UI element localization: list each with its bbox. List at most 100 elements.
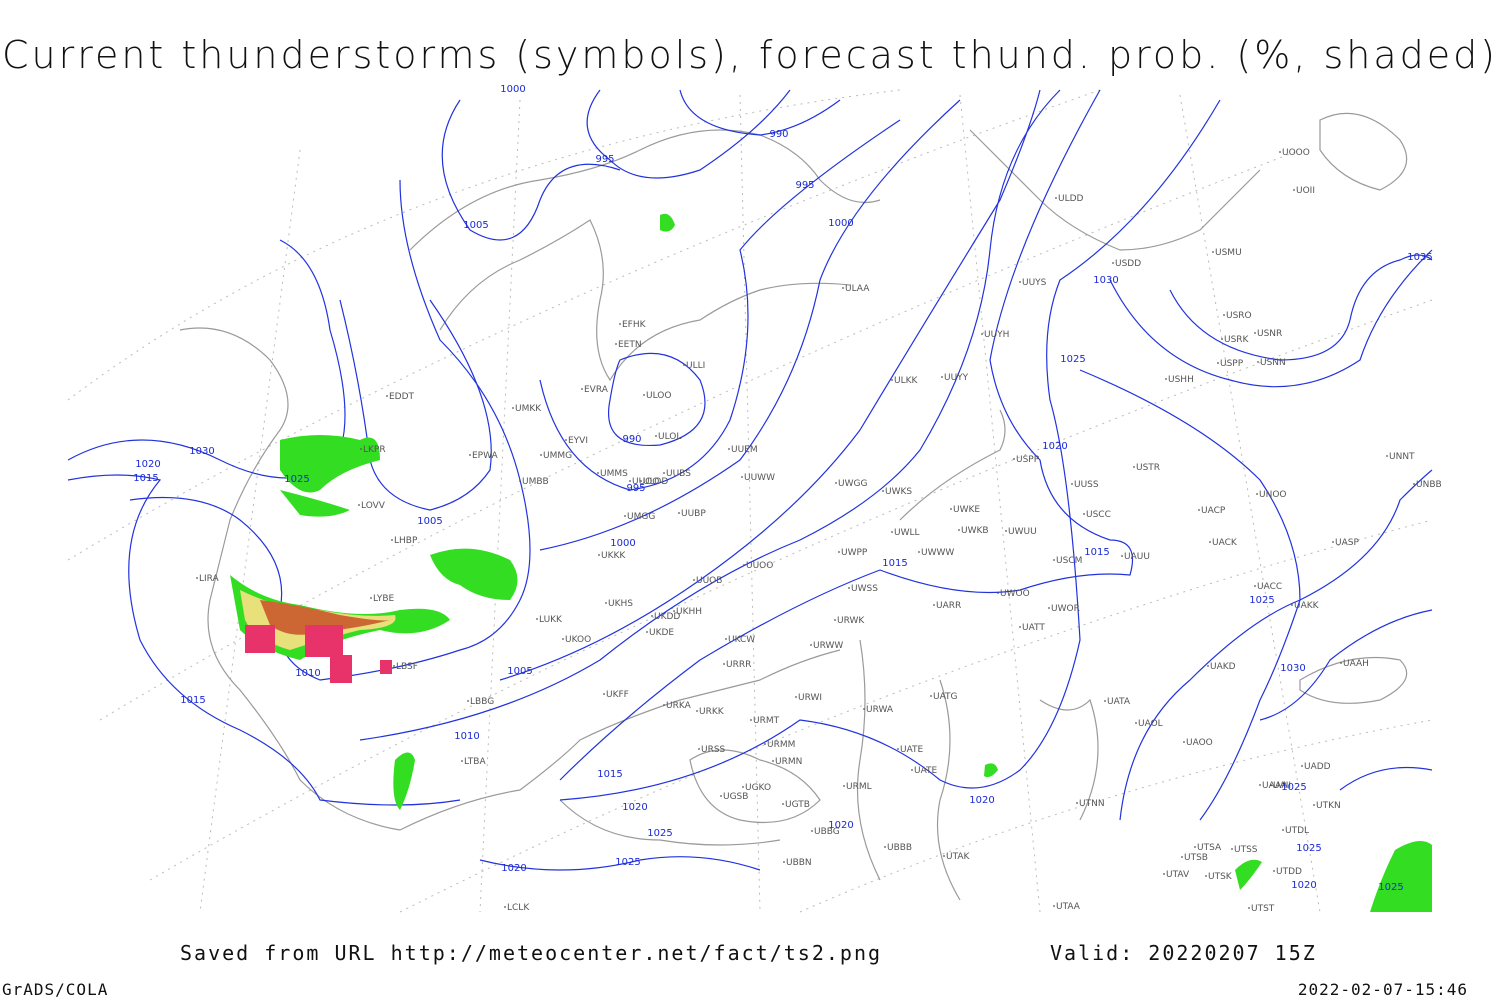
station-label: USNN bbox=[1260, 358, 1286, 368]
station-dot bbox=[1183, 741, 1185, 743]
station-label: UMKK bbox=[515, 404, 542, 414]
station-dot bbox=[1013, 458, 1015, 460]
station-label: ULKK bbox=[894, 376, 919, 386]
isobar-label: 995 bbox=[795, 180, 814, 191]
station-dot bbox=[1209, 541, 1211, 543]
station-dot bbox=[1207, 665, 1209, 667]
map-area: UOOO UOII USMU USDD UUYS ULDD ULAA USRO USRK USNR… bbox=[67, 84, 1442, 914]
graticule-line bbox=[799, 719, 1433, 913]
isobar-label: 1015 bbox=[597, 769, 622, 780]
source-url: Saved from URL http://meteocenter.net/fa… bbox=[180, 941, 882, 965]
isobar-label: 1025 bbox=[647, 828, 672, 839]
station-dot bbox=[981, 333, 983, 335]
station-label: UTAV bbox=[1166, 870, 1190, 880]
station-label: UUEM bbox=[731, 445, 758, 455]
station-dot bbox=[1053, 905, 1055, 907]
coastline bbox=[1039, 698, 1099, 821]
isobar bbox=[499, 89, 1041, 681]
station-dot bbox=[897, 748, 899, 750]
isobar-label: 1030 bbox=[1280, 663, 1305, 674]
shading bbox=[430, 548, 518, 600]
station-label: UWSS bbox=[851, 584, 878, 594]
isobar-label: 1020 bbox=[622, 802, 647, 813]
station-label: UATE bbox=[914, 766, 938, 776]
isobar-label: 1035 bbox=[1407, 252, 1432, 263]
graticule-line bbox=[1179, 94, 1321, 913]
isobar bbox=[1169, 254, 1433, 361]
coastline bbox=[439, 219, 851, 382]
shading bbox=[660, 213, 675, 232]
station-dot bbox=[795, 696, 797, 698]
station-label: UTKN bbox=[1316, 801, 1341, 811]
station-label: UUYH bbox=[984, 330, 1009, 340]
station-label: UARR bbox=[936, 601, 961, 611]
station-label: URWW bbox=[813, 641, 843, 651]
coastlines bbox=[179, 112, 1408, 901]
station-label: UWKB bbox=[961, 526, 989, 536]
station-label: UADD bbox=[1304, 762, 1331, 772]
station-dot bbox=[370, 597, 372, 599]
station-label: ULOL bbox=[658, 432, 681, 442]
station-dot bbox=[1071, 483, 1073, 485]
station-dot bbox=[1223, 314, 1225, 316]
station-dot bbox=[504, 906, 506, 908]
station-dot bbox=[1301, 765, 1303, 767]
station-dot bbox=[1254, 332, 1256, 334]
station-dot bbox=[562, 638, 564, 640]
station-label: UWPP bbox=[841, 548, 868, 558]
station-dot bbox=[663, 704, 665, 706]
station-label: URWI bbox=[798, 693, 822, 703]
station-label: UUSS bbox=[1074, 480, 1099, 490]
station-dot bbox=[698, 748, 700, 750]
station-label: UKFF bbox=[606, 690, 629, 700]
station-label: UTNN bbox=[1079, 799, 1105, 809]
station-dot bbox=[750, 719, 752, 721]
station-dot bbox=[918, 551, 920, 553]
graticule bbox=[67, 89, 1433, 913]
station-dot bbox=[1270, 784, 1272, 786]
station-dot bbox=[1231, 848, 1233, 850]
station-dot bbox=[605, 602, 607, 604]
shading bbox=[1370, 841, 1432, 912]
station-label: LYBE bbox=[373, 594, 394, 604]
station-dot bbox=[772, 760, 774, 762]
station-dot bbox=[1279, 151, 1281, 153]
isobar-label: 990 bbox=[769, 129, 788, 140]
station-label: UKKK bbox=[601, 551, 626, 561]
station-dot bbox=[1413, 483, 1415, 485]
station-label: USRO bbox=[1226, 311, 1252, 321]
station-label: USTR bbox=[1136, 463, 1160, 473]
isobar bbox=[1079, 369, 1301, 821]
station-label: UMBB bbox=[522, 477, 549, 487]
station-dot bbox=[461, 760, 463, 762]
station-dot bbox=[1163, 873, 1165, 875]
isobar-label: 1020 bbox=[828, 820, 853, 831]
coastline bbox=[899, 409, 1006, 521]
station-dot bbox=[1340, 662, 1342, 664]
station-dot bbox=[811, 830, 813, 832]
coastline bbox=[936, 679, 961, 901]
isobar-label: 1005 bbox=[463, 220, 488, 231]
isobar-label: 1015 bbox=[1084, 547, 1109, 558]
station-dot bbox=[536, 618, 538, 620]
station-dot bbox=[683, 364, 685, 366]
isobar-label: 1020 bbox=[501, 863, 526, 874]
station-label: UUOO bbox=[632, 477, 659, 487]
station-label: ULOD bbox=[643, 477, 668, 487]
station-label: EVRA bbox=[584, 385, 609, 395]
station-dot bbox=[540, 454, 542, 456]
station-dot bbox=[629, 480, 631, 482]
coastline bbox=[179, 327, 401, 831]
station-dot bbox=[843, 785, 845, 787]
station-dot bbox=[835, 482, 837, 484]
isobar bbox=[129, 179, 531, 681]
station-label: UACP bbox=[1201, 506, 1226, 516]
station-dot bbox=[838, 551, 840, 553]
station-label: URWK bbox=[837, 616, 865, 626]
isobar bbox=[339, 299, 492, 511]
station-label: UWKS bbox=[885, 487, 912, 497]
isobar bbox=[1339, 766, 1433, 791]
isobar-label: 995 bbox=[595, 154, 614, 165]
